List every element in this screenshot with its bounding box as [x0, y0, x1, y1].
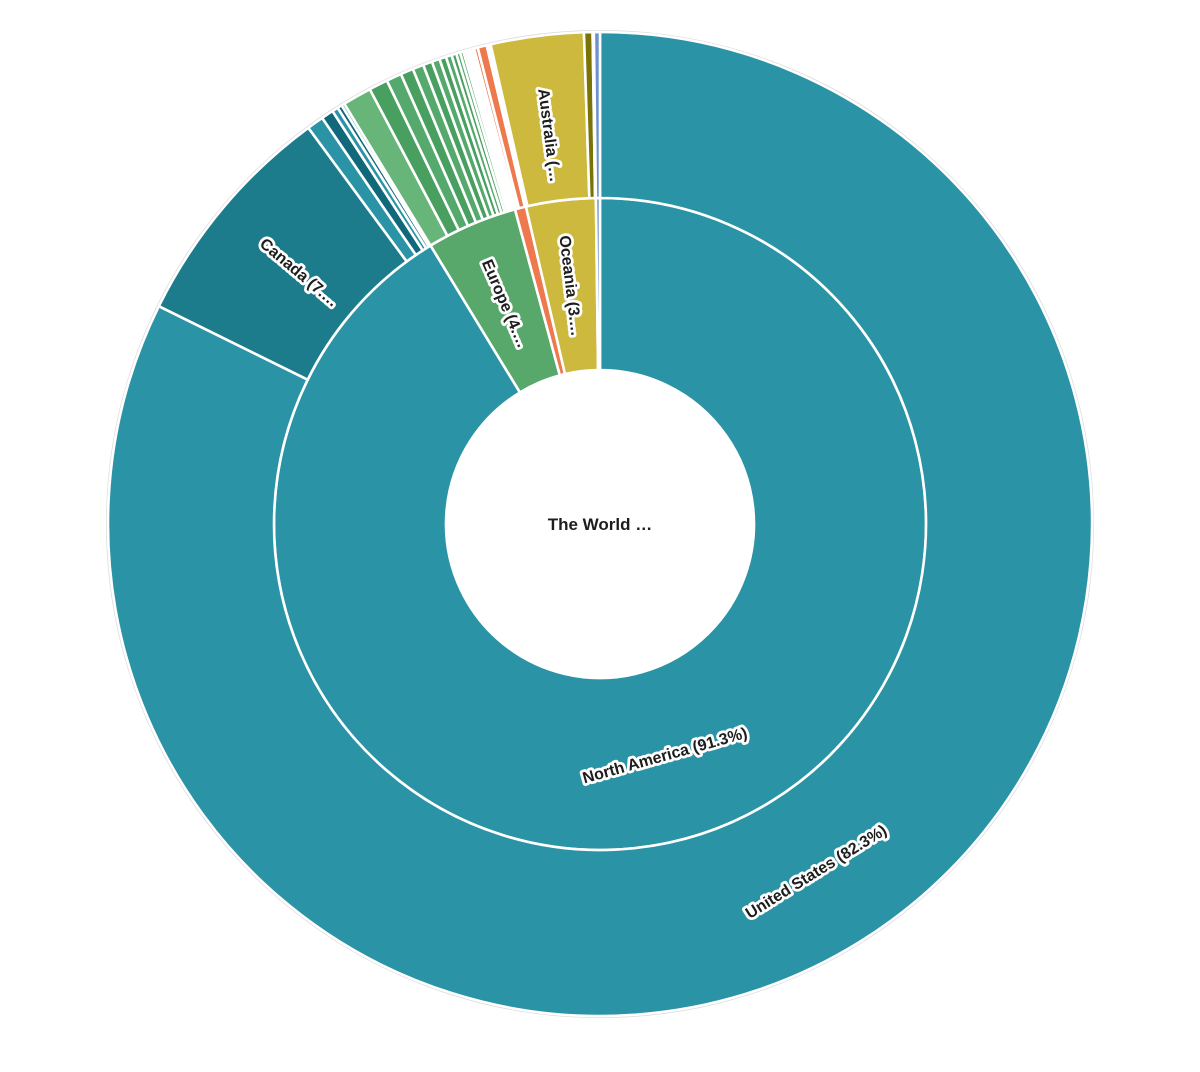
- segment-the-world[interactable]: [447, 371, 753, 677]
- segment-continent-4-country-0[interactable]: [592, 30, 602, 200]
- center-label-text: The World …: [548, 515, 653, 534]
- segment-continent-4[interactable]: [594, 196, 602, 372]
- center-label: The World … The World …: [545, 512, 655, 537]
- segments-layer: [106, 30, 1094, 1018]
- center-label-text: The World …: [548, 515, 653, 534]
- segment-united-states[interactable]: [106, 30, 1094, 1018]
